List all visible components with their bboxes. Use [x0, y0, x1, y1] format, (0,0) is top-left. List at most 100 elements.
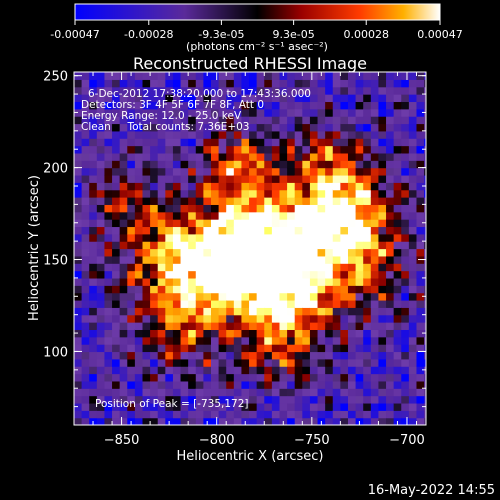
heatmap-cell: [249, 358, 258, 367]
heatmap-cell: [203, 248, 212, 257]
heatmap-cell: [287, 410, 296, 419]
heatmap-cell: [180, 79, 189, 88]
heatmap-cell: [218, 344, 227, 353]
heatmap-cell: [89, 241, 98, 250]
heatmap-cell: [302, 130, 311, 139]
heatmap-cell: [241, 130, 250, 139]
heatmap-cell: [256, 219, 265, 228]
annotation-clean-counts: Clean Total counts: 7.36E+03: [81, 121, 250, 133]
heatmap-cell: [332, 402, 341, 411]
heatmap-cell: [218, 314, 227, 323]
heatmap-cell: [408, 152, 418, 161]
heatmap-cell: [127, 322, 136, 330]
heatmap-cell: [188, 402, 197, 411]
heatmap-cell: [309, 160, 319, 169]
heatmap-cell: [165, 270, 174, 279]
heatmap-cell: [370, 94, 380, 103]
heatmap-cell: [81, 395, 90, 404]
heatmap-cell: [294, 322, 303, 330]
heatmap-cell: [134, 263, 144, 272]
heatmap-cell: [294, 138, 303, 147]
heatmap-cell: [195, 292, 204, 301]
heatmap-cell: [210, 351, 220, 360]
heatmap-cell: [157, 292, 166, 301]
heatmap-cell: [127, 380, 136, 389]
heatmap-cell: [172, 292, 182, 301]
heatmap-cell: [401, 226, 410, 235]
heatmap-cell: [104, 314, 113, 323]
heatmap-cell: [241, 116, 250, 125]
heatmap-cell: [119, 336, 128, 345]
annotation-peak-position: Position of Peak = [-735,172]: [95, 398, 249, 410]
heatmap-cell: [271, 351, 281, 360]
heatmap-cell: [233, 285, 243, 294]
heatmap-cell: [142, 248, 151, 257]
heatmap-cell: [424, 130, 426, 139]
heatmap-cell: [279, 307, 288, 316]
heatmap-cell: [142, 395, 151, 404]
heatmap-cell: [340, 395, 349, 404]
heatmap-cell: [408, 314, 418, 323]
heatmap-cell: [195, 314, 204, 323]
heatmap-cell: [81, 366, 90, 375]
heatmap-cell: [233, 219, 243, 228]
heatmap-cell: [74, 241, 83, 250]
heatmap-cell: [332, 410, 341, 419]
heatmap-cell: [249, 72, 258, 80]
heatmap-cell: [134, 138, 144, 147]
heatmap-cell: [408, 130, 418, 139]
heatmap-cell: [104, 373, 113, 382]
heatmap-cell: [340, 116, 349, 125]
heatmap-cell: [165, 358, 174, 367]
heatmap-cell: [325, 241, 334, 250]
heatmap-cell: [142, 277, 151, 286]
heatmap-cell: [150, 197, 159, 205]
heatmap-cell: [370, 189, 380, 198]
heatmap-cell: [74, 292, 83, 301]
heatmap-cell: [325, 233, 334, 242]
heatmap-cell: [172, 299, 182, 308]
heatmap-cell: [294, 241, 303, 250]
heatmap-cell: [378, 241, 387, 250]
heatmap-cell: [127, 130, 136, 139]
y-tick-label: 100: [43, 345, 68, 360]
heatmap-cell: [203, 94, 212, 103]
heatmap-cell: [294, 233, 303, 242]
heatmap-cell: [203, 388, 212, 397]
heatmap-cell: [416, 197, 425, 205]
heatmap-cell: [233, 160, 243, 169]
heatmap-cell: [226, 204, 235, 213]
heatmap-cell: [294, 108, 303, 117]
heatmap-cell: [127, 351, 136, 360]
heatmap-cell: [195, 174, 204, 183]
heatmap-cell: [157, 351, 166, 360]
heatmap-cell: [180, 263, 189, 272]
heatmap-cell: [424, 116, 426, 125]
heatmap-cell: [233, 395, 243, 404]
heatmap-cell: [241, 204, 250, 213]
heatmap-cell: [294, 299, 303, 308]
heatmap-cell: [180, 270, 189, 279]
heatmap-cell: [271, 182, 281, 191]
heatmap-cell: [332, 270, 341, 279]
heatmap-cell: [271, 373, 281, 382]
heatmap-cell: [256, 410, 265, 419]
heatmap-cell: [112, 366, 121, 375]
heatmap-cell: [309, 307, 319, 316]
heatmap-cell: [256, 388, 265, 397]
heatmap-cell: [416, 410, 425, 419]
heatmap-cell: [401, 130, 410, 139]
heatmap-cell: [112, 94, 121, 103]
heatmap-cell: [294, 72, 303, 80]
heatmap-cell: [378, 366, 387, 375]
heatmap-cell: [416, 248, 425, 257]
heatmap-cell: [203, 86, 212, 95]
heatmap-cell: [195, 160, 204, 169]
heatmap-cell: [157, 314, 166, 323]
heatmap-cell: [325, 189, 334, 198]
heatmap-cell: [408, 292, 418, 301]
heatmap-cell: [264, 94, 273, 103]
heatmap-cell: [96, 174, 106, 183]
heatmap-cell: [347, 366, 357, 375]
heatmap-cell: [287, 211, 296, 220]
